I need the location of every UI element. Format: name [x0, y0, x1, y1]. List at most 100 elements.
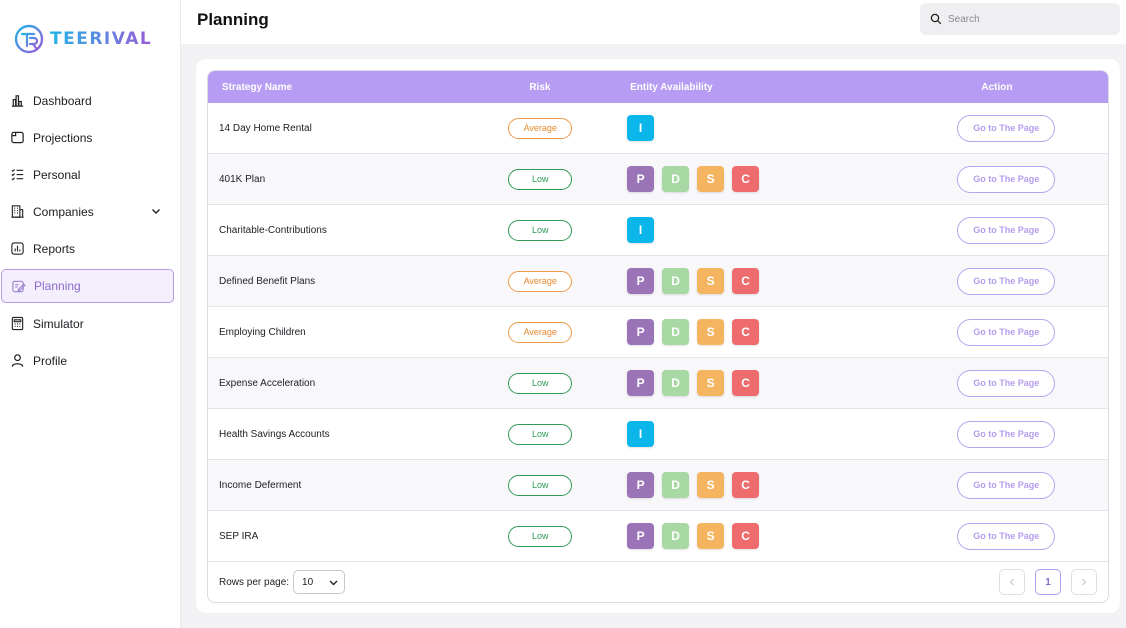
table-row: Employing Children Average P D S C Go to The P…	[208, 307, 1108, 358]
building-icon	[9, 204, 25, 220]
strategy-name: 14 Day Home Rental	[219, 122, 312, 134]
entity-badge-p: P	[627, 166, 655, 192]
prev-page-button[interactable]	[999, 569, 1025, 595]
go-to-page-button[interactable]: Go to The Page	[957, 114, 1056, 142]
table-body: 14 Day Home Rental Average I Go to The Page…	[208, 103, 1108, 562]
strategy-table: Strategy Name Risk Entity Availability A…	[207, 70, 1109, 603]
risk-cell: Low	[465, 423, 615, 445]
entity-badge-p: P	[627, 370, 655, 396]
chevron-down-icon	[329, 580, 338, 586]
chevron-down-icon[interactable]	[150, 205, 162, 217]
entity-badge-s: S	[697, 166, 725, 192]
risk-badge: Low	[508, 372, 573, 394]
table-row: 401K Plan Low P D S C Go to The Page	[208, 154, 1108, 205]
go-to-page-button[interactable]: Go to The Page	[957, 522, 1056, 550]
page-button-current[interactable]: 1	[1035, 569, 1061, 595]
sidebar-item-companies[interactable]: Companies	[0, 193, 181, 230]
entity-badge-i: I	[627, 217, 655, 243]
go-to-page-button[interactable]: Go to The Page	[957, 216, 1056, 244]
sidebar-item-label: Companies	[33, 204, 94, 219]
entity-badge-s: S	[697, 472, 725, 498]
sidebar-item-dashboard[interactable]: Dashboard	[0, 82, 181, 119]
risk-cell: Average	[465, 270, 615, 292]
entity-badge-d: D	[662, 472, 690, 498]
rows-per-page-select[interactable]: 10	[293, 570, 346, 594]
table-row: SEP IRA Low P D S C Go to The Page	[208, 511, 1108, 562]
risk-cell: Low	[465, 168, 615, 190]
go-to-page-button[interactable]: Go to The Page	[957, 267, 1056, 295]
action-cell: Go to The Page	[904, 267, 1108, 295]
entity-badge-d: D	[662, 523, 690, 549]
action-cell: Go to The Page	[904, 114, 1108, 142]
sidebar-item-label: Dashboard	[33, 93, 92, 108]
go-to-page-button[interactable]: Go to The Page	[957, 420, 1056, 448]
table-header: Strategy Name Risk Entity Availability A…	[208, 71, 1108, 103]
strategy-name: Expense Acceleration	[219, 377, 316, 389]
go-to-page-button[interactable]: Go to The Page	[957, 369, 1056, 397]
strategy-name: Charitable-Contributions	[219, 224, 327, 236]
strategy-name: 401K Plan	[219, 173, 266, 185]
sidebar-item-label: Personal	[33, 167, 81, 182]
entity-availability-cell: I	[615, 217, 904, 243]
entity-badge-d: D	[662, 268, 690, 294]
table-footer: Rows per page: 10 1	[208, 562, 1108, 602]
risk-cell: Low	[465, 372, 615, 394]
risk-cell: Average	[465, 321, 615, 343]
table-row: Charitable-Contributions Low I Go to The Pa…	[208, 205, 1108, 256]
risk-cell: Low	[465, 474, 615, 496]
entity-badge-s: S	[697, 370, 725, 396]
header-strategy-name: Strategy Name	[222, 81, 293, 93]
edit-note-icon	[10, 278, 26, 294]
logo[interactable]: TEERIVAL	[14, 24, 152, 54]
risk-cell: Average	[465, 117, 615, 139]
sidebar-item-label: Projections	[33, 130, 93, 145]
risk-badge: Low	[508, 219, 573, 241]
report-chart-icon	[9, 241, 25, 257]
sidebar-item-simulator[interactable]: Simulator	[0, 305, 181, 342]
entity-badge-p: P	[627, 472, 655, 498]
entity-badge-d: D	[662, 166, 690, 192]
entity-availability-cell: I	[615, 421, 904, 447]
bar-chart-icon	[9, 93, 25, 109]
pagination: 1	[999, 569, 1097, 595]
sidebar-item-personal[interactable]: Personal	[0, 156, 181, 193]
strategy-name: Income Deferment	[219, 479, 302, 491]
sidebar-item-label: Simulator	[33, 316, 84, 331]
sidebar-item-planning[interactable]: Planning	[1, 269, 174, 303]
checklist-icon	[9, 167, 25, 183]
risk-badge: Average	[508, 117, 573, 139]
user-icon	[9, 353, 25, 369]
go-to-page-button[interactable]: Go to The Page	[957, 471, 1056, 499]
go-to-page-button[interactable]: Go to The Page	[957, 165, 1056, 193]
header-action: Action	[981, 81, 1013, 93]
search-box[interactable]	[920, 3, 1120, 35]
entity-availability-cell: I	[615, 115, 904, 141]
action-cell: Go to The Page	[904, 420, 1108, 448]
strategy-name: Defined Benefit Plans	[219, 275, 316, 287]
table-row: Expense Acceleration Low P D S C Go to The Pag…	[208, 358, 1108, 409]
top-bar: Planning	[181, 0, 1126, 44]
sidebar-item-label: Reports	[33, 241, 76, 256]
entity-badge-p: P	[627, 268, 655, 294]
next-page-button[interactable]	[1071, 569, 1097, 595]
calculator-icon	[9, 316, 25, 332]
entity-badge-c: C	[732, 268, 760, 294]
window-icon	[9, 130, 25, 146]
action-cell: Go to The Page	[904, 522, 1108, 550]
go-to-page-button[interactable]: Go to The Page	[957, 318, 1056, 346]
risk-badge: Average	[508, 321, 573, 343]
sidebar-item-reports[interactable]: Reports	[0, 230, 181, 267]
teerival-logo-icon	[14, 24, 44, 54]
risk-badge: Low	[508, 525, 573, 547]
sidebar-item-profile[interactable]: Profile	[0, 342, 181, 379]
sidebar-item-projections[interactable]: Projections	[0, 119, 181, 156]
risk-cell: Low	[465, 525, 615, 547]
entity-badge-c: C	[732, 166, 760, 192]
action-cell: Go to The Page	[904, 165, 1108, 193]
search-input[interactable]	[948, 13, 1108, 25]
table-row: Income Deferment Low P D S C Go to The Page	[208, 460, 1108, 511]
